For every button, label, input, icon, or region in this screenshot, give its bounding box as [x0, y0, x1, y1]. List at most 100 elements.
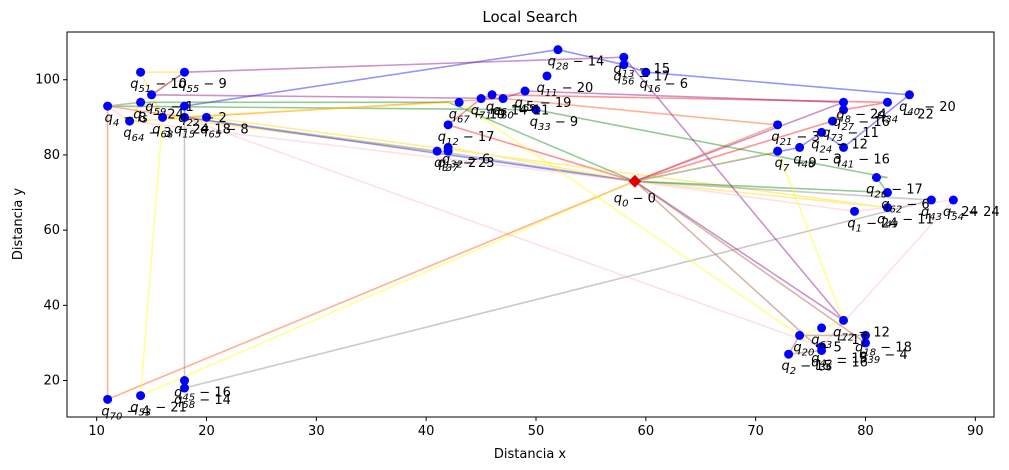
point-marker [520, 86, 530, 96]
y-tick-label: 60 [43, 223, 60, 238]
x-tick-label: 30 [308, 424, 325, 439]
point-label: q71 − 14 [471, 104, 528, 122]
point-marker [125, 116, 135, 126]
point-label: q72 − 12 [833, 325, 890, 343]
point-marker [817, 342, 827, 352]
point-marker [180, 67, 190, 77]
point-label: q53 − 21 [130, 401, 187, 419]
point-marker [553, 45, 563, 55]
y-tick-label: 20 [43, 374, 60, 389]
point-label: q12 − 17 [438, 130, 495, 148]
x-tick-label: 40 [418, 424, 435, 439]
point-label: q59 − 1 [145, 100, 193, 118]
point-marker [432, 146, 442, 156]
point-label: q51 − 10 [130, 77, 187, 95]
y-axis-label: Distancia y [11, 188, 26, 261]
point-label: q67 − 19 [449, 107, 506, 125]
point-marker [103, 394, 113, 404]
point-marker [860, 330, 870, 340]
point-label: q16 − 6 [640, 77, 688, 95]
point-marker [795, 142, 805, 152]
point-label: q21 − 3 [771, 130, 819, 148]
point-label: q56 − 17 [614, 70, 671, 88]
point-marker [817, 127, 827, 137]
point-label: q2 − 15 [781, 359, 831, 377]
point-label: q62 − 6 [881, 198, 929, 216]
point-marker [542, 71, 552, 81]
point-label: q7 − 9 [775, 156, 817, 174]
point-label: q18 − 18 [855, 340, 912, 358]
x-tick-label: 10 [88, 424, 105, 439]
point-marker [454, 97, 464, 107]
point-marker [860, 338, 870, 348]
point-marker [136, 391, 146, 401]
point-marker [839, 105, 849, 115]
point-label: q70 − 4 [101, 404, 149, 422]
point-marker [871, 173, 881, 183]
point-marker [926, 195, 936, 205]
x-tick-label: 20 [198, 424, 215, 439]
point-marker [180, 101, 190, 111]
point-label: q54 − 24 [943, 205, 1000, 223]
point-label: q65 − 8 [200, 122, 248, 140]
point-label: q40 − 20 [899, 100, 956, 118]
point-label: q5 − 24 [133, 107, 183, 125]
point-label: q46 − 3 [793, 152, 841, 170]
point-label: q1 − 24 [847, 216, 897, 234]
point-label: q69 − 19 [515, 96, 572, 114]
point-label: q24 − 12 [811, 137, 868, 155]
point-label: q37 − 23 [438, 156, 495, 174]
point-label: q15 − 18 [174, 122, 231, 140]
point-marker [784, 349, 794, 359]
point-marker [443, 120, 453, 130]
point-marker [531, 105, 541, 115]
point-label: q13 − 15 [614, 62, 671, 80]
point-marker [476, 94, 486, 104]
x-tick-label: 60 [638, 424, 655, 439]
point-label: q63 − 17 [811, 333, 868, 351]
point-label: q8 − 24 [836, 107, 886, 125]
point-label: q20 − 5 [793, 340, 841, 358]
point-label: q42 − 15 [811, 352, 868, 370]
x-tick-label: 90 [967, 424, 984, 439]
point-label: q60 − 11 [493, 104, 550, 122]
point-marker [180, 112, 190, 122]
point-marker [136, 97, 146, 107]
point-label: q68 − 24 [152, 122, 209, 140]
point-marker [103, 101, 113, 111]
point-marker [839, 315, 849, 325]
point-marker [147, 90, 157, 100]
plot-frame [66, 31, 995, 418]
point-label: q26 − 17 [866, 183, 923, 201]
point-label: q33 − 9 [530, 115, 578, 133]
x-axis-ticks: 10 20 30 40 50 60 70 80 90 [88, 417, 984, 439]
point-label: q32 − 6 [442, 152, 490, 170]
point-marker [882, 188, 892, 198]
point-marker [619, 60, 629, 70]
point-label: q43 − 24 [921, 205, 978, 223]
route-line-10 [139, 101, 845, 397]
point-label: q66 − 5 [486, 100, 534, 118]
point-marker [487, 90, 497, 100]
point-label: q22 − 2 [178, 111, 226, 129]
point-marker [948, 195, 958, 205]
point-label: q73 − 11 [822, 126, 879, 144]
y-axis-ticks: 20 40 60 80 100 [35, 73, 67, 389]
point-marker [795, 330, 805, 340]
point-marker [136, 67, 146, 77]
chart-title: Local Search [482, 8, 577, 26]
point-label: q3 − 2 [434, 156, 476, 174]
point-marker [619, 52, 629, 62]
point-marker [904, 90, 914, 100]
y-tick-label: 100 [35, 73, 60, 88]
point-label: q58 − 14 [174, 393, 231, 411]
point-marker [882, 203, 892, 213]
point-label: q49 − 11 [877, 213, 934, 231]
point-label: q64 − 3 [123, 126, 171, 144]
point-marker [158, 112, 168, 122]
point-label: q39 − 4 [859, 348, 907, 366]
points [103, 45, 958, 404]
point-label: q34 − 22 [877, 107, 934, 125]
